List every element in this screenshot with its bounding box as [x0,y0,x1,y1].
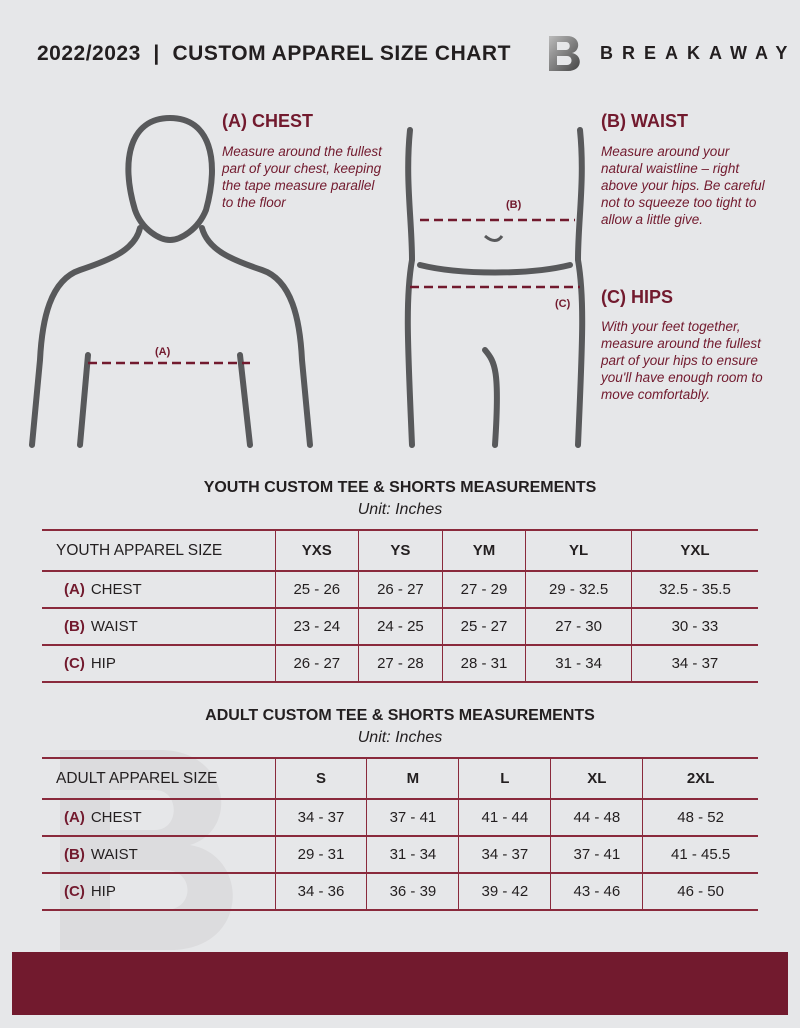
youth-unit: Unit: Inches [357,501,443,518]
hips-instructions: With your feet together, measure around … [601,319,763,402]
table-cell: 28 - 31 [441,644,526,683]
table-row: (B) WAIST 23 - 24 24 - 25 25 - 27 27 - 30 30 -… [42,607,758,646]
table-cell: 27 - 30 [525,607,632,646]
measurement-name: CHEST [90,809,142,826]
table-cell: 48 - 52 [642,798,758,837]
size-column-header: 2XL [642,757,758,800]
measurement-name: HIP [90,655,116,672]
measurement-code: (C) [64,883,85,900]
table-cell: 32.5 - 35.5 [630,570,758,609]
measurement-code: (C) [64,655,85,672]
table-row: (B) WAIST 29 - 31 31 - 34 34 - 37 37 - 41 41 -… [42,835,758,874]
size-header: ADULT APPAREL SIZE [42,757,275,800]
table-cell: 24 - 25 [358,607,443,646]
table-cell: 31 - 34 [525,644,632,683]
table-cell: 27 - 28 [358,644,443,683]
size-column-header: YL [525,529,632,572]
measurement-label: (B) WAIST [42,835,275,874]
chest-heading: (A) CHEST [222,111,313,131]
size-column-header: YM [441,529,526,572]
footer-bar [12,952,788,1015]
size-column-header: M [366,757,459,800]
table-row: (C) HIP 26 - 27 27 - 28 28 - 31 31 - 34 34 - 3… [42,644,758,683]
adult-title: ADULT CUSTOM TEE & SHORTS MEASUREMENTS [205,707,595,724]
body-illustration: (A) (B) (C) [29,114,586,448]
adult-unit: Unit: Inches [357,729,443,746]
size-column-header: S [274,757,367,800]
size-column-header: YS [358,529,443,572]
measurement-name: CHEST [90,581,142,598]
table-row: (A) CHEST 25 - 26 26 - 27 27 - 29 29 - 32.5 32… [42,570,758,609]
table-cell: 29 - 32.5 [525,570,632,609]
youth-size-table: YOUTH APPAREL SIZE YXS YS YM YL YXL (A) CHEST 25… [42,529,758,683]
hips-heading: (C) HIPS [601,287,673,307]
table-cell: 46 - 50 [642,872,758,911]
page-title: 2022/2023 | CUSTOM APPAREL SIZE CHART [37,42,511,65]
measurement-name: WAIST [90,846,138,863]
adult-size-table: ADULT APPAREL SIZE S M L XL 2XL (A) CHEST 34 - 3… [42,757,758,911]
measurement-label: (C) HIP [42,644,275,683]
table-cell: 41 - 45.5 [642,835,758,874]
size-column-header: XL [550,757,643,800]
table-header-row: ADULT APPAREL SIZE S M L XL 2XL [42,757,758,800]
size-column-header: YXL [630,529,758,572]
marker-c: (C) [555,298,571,310]
table-cell: 34 - 37 [630,644,758,683]
youth-title: YOUTH CUSTOM TEE & SHORTS MEASUREMENTS [203,479,597,496]
waist-heading: (B) WAIST [601,111,688,131]
waist-instructions: Measure around your natural waistline – … [601,144,765,227]
table-cell: 25 - 26 [274,570,359,609]
measurement-label: (B) WAIST [42,607,275,646]
table-row: (A) CHEST 34 - 37 37 - 41 41 - 44 44 - 48 48 -… [42,798,758,837]
marker-a: (A) [155,346,171,358]
table-cell: 27 - 29 [441,570,526,609]
table-cell: 34 - 36 [274,872,367,911]
table-cell: 44 - 48 [550,798,643,837]
table-cell: 26 - 27 [274,644,359,683]
table-cell: 29 - 31 [274,835,367,874]
measurement-code: (B) [64,618,85,635]
table-header-row: YOUTH APPAREL SIZE YXS YS YM YL YXL [42,529,758,572]
breakaway-logo [549,36,580,71]
table-cell: 25 - 27 [441,607,526,646]
chest-instructions: Measure around the fullest part of your … [222,144,382,210]
size-column-header: L [458,757,551,800]
measurement-name: WAIST [90,618,138,635]
table-cell: 34 - 37 [274,798,367,837]
table-cell: 36 - 39 [366,872,459,911]
table-cell: 31 - 34 [366,835,459,874]
table-cell: 39 - 42 [458,872,551,911]
table-cell: 37 - 41 [550,835,643,874]
table-cell: 34 - 37 [458,835,551,874]
measurement-label: (A) CHEST [42,798,275,837]
table-cell: 43 - 46 [550,872,643,911]
measurement-label: (A) CHEST [42,570,275,609]
measurement-code: (A) [64,809,85,826]
measurement-code: (B) [64,846,85,863]
table-cell: 30 - 33 [630,607,758,646]
table-cell: 37 - 41 [366,798,459,837]
measurement-code: (A) [64,581,85,598]
size-column-header: YXS [274,529,359,572]
table-cell: 23 - 24 [274,607,359,646]
measurement-label: (C) HIP [42,872,275,911]
marker-b: (B) [506,199,522,211]
table-cell: 26 - 27 [358,570,443,609]
table-cell: 41 - 44 [458,798,551,837]
measurement-name: HIP [90,883,116,900]
table-row: (C) HIP 34 - 36 36 - 39 39 - 42 43 - 46 46 - 5… [42,872,758,911]
brand-name: BREAKAWAY [600,43,797,63]
size-header: YOUTH APPAREL SIZE [42,529,275,572]
